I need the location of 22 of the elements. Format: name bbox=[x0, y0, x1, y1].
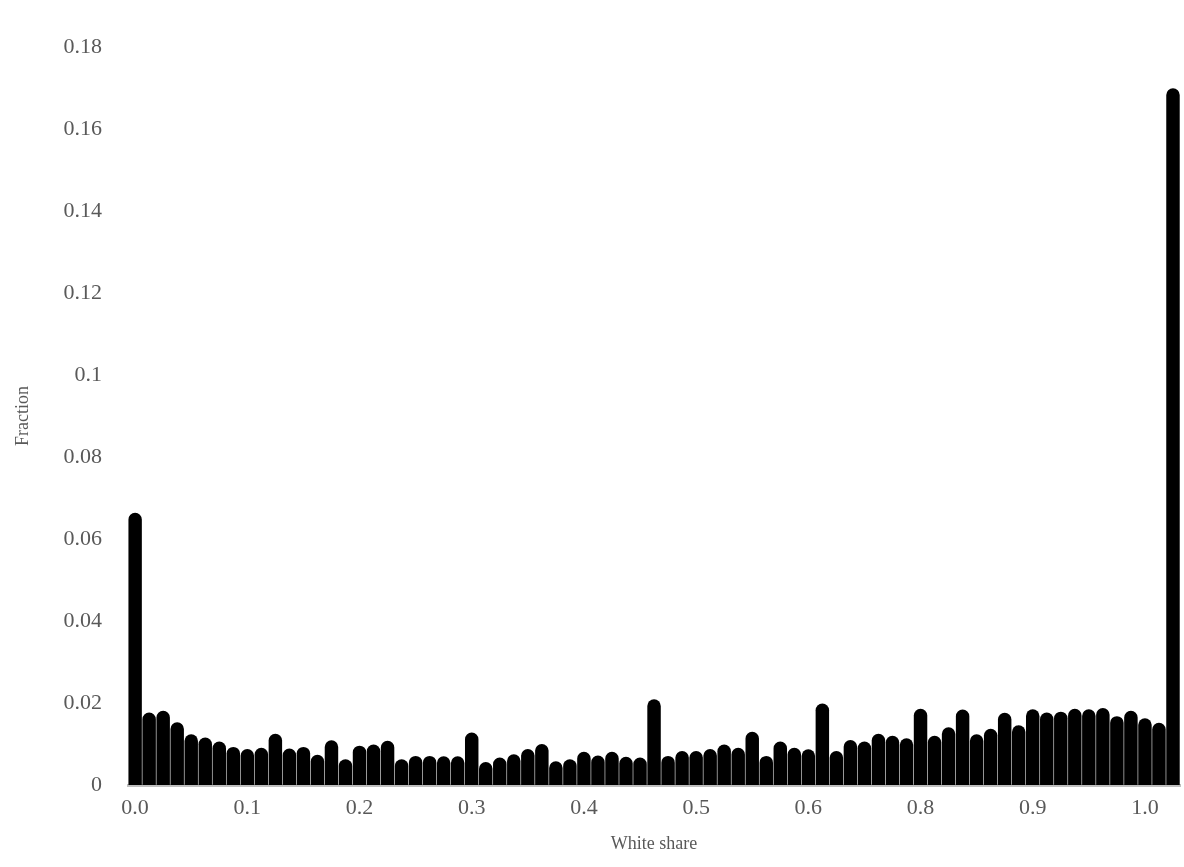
x-tick-label: 0.5 bbox=[682, 793, 710, 819]
x-tick-label: 0.4 bbox=[570, 793, 598, 819]
x-tick-label: 0.0 bbox=[121, 793, 149, 819]
x-axis-title: White share bbox=[610, 832, 698, 853]
y-tick-label: 0.18 bbox=[63, 32, 103, 58]
x-tick-label: 0.3 bbox=[457, 793, 486, 819]
x-tick-label: 0.6 bbox=[794, 793, 823, 819]
y-tick-label: 0.06 bbox=[63, 524, 103, 550]
y-axis-title: Fraction bbox=[11, 386, 32, 447]
x-tick-label: 1.0 bbox=[1131, 793, 1159, 819]
y-tick-label: 0.16 bbox=[63, 114, 103, 140]
x-tick-label: 0.8 bbox=[906, 793, 935, 819]
y-tick-label: 0 bbox=[91, 770, 103, 796]
y-tick-label: 0.08 bbox=[63, 442, 103, 468]
x-tick-label: 0.1 bbox=[233, 793, 262, 819]
y-tick-label: 0.1 bbox=[74, 360, 103, 386]
y-tick-label: 0.14 bbox=[63, 196, 103, 222]
x-tick-label: 0.9 bbox=[1018, 793, 1047, 819]
y-tick-label: 0.04 bbox=[63, 606, 103, 632]
x-tick-label: 0.2 bbox=[345, 793, 374, 819]
y-tick-label: 0.02 bbox=[63, 688, 103, 714]
y-tick-label: 0.12 bbox=[63, 278, 103, 304]
